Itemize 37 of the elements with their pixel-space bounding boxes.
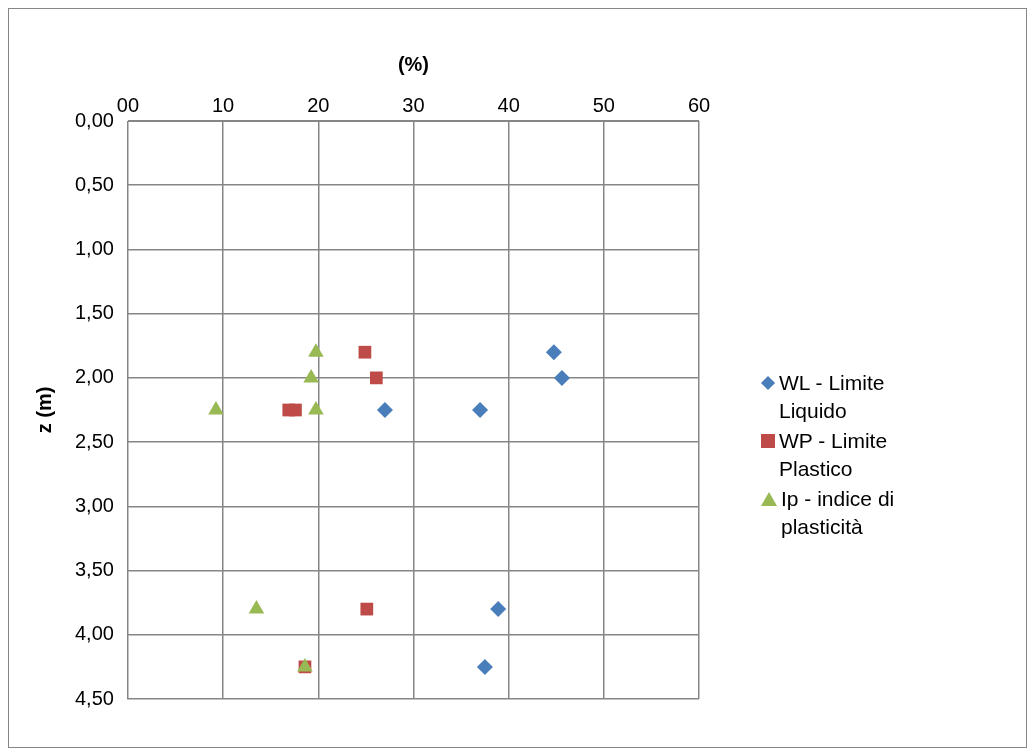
y-tick-label: 3,00 bbox=[74, 493, 114, 516]
point bbox=[545, 344, 562, 361]
y-tick-label: 1,50 bbox=[74, 301, 114, 324]
x-tick-label: 20 bbox=[307, 93, 330, 116]
legend-label: WP - Limite Plastico bbox=[779, 428, 889, 482]
x-tick-label: 00 bbox=[116, 93, 140, 116]
point bbox=[308, 343, 324, 357]
y-tick-label: 3,50 bbox=[74, 558, 114, 581]
x-axis-title: (%) bbox=[397, 52, 430, 75]
y-tick-label: 2,50 bbox=[74, 429, 114, 452]
point bbox=[490, 601, 507, 618]
point bbox=[303, 368, 319, 383]
point bbox=[476, 658, 493, 675]
point bbox=[358, 345, 372, 359]
y-tick-label: 1,00 bbox=[74, 236, 114, 259]
y-tick-label: 4,00 bbox=[74, 622, 114, 645]
point bbox=[308, 401, 324, 415]
y-tick-label: 0,00 bbox=[74, 108, 114, 131]
point bbox=[248, 600, 265, 614]
x-tick-label: 50 bbox=[592, 93, 615, 116]
y-tick-label: 4,50 bbox=[74, 686, 114, 709]
point bbox=[472, 402, 489, 418]
x-tick-label: 10 bbox=[211, 93, 235, 116]
legend-label: Ip - indice di plasticità bbox=[781, 486, 896, 540]
x-tick-label: 30 bbox=[402, 93, 425, 116]
legend-label: WL - Limite Liquido bbox=[779, 370, 886, 424]
point bbox=[369, 371, 383, 385]
x-tick-label: 60 bbox=[687, 93, 711, 116]
y-tick-label: 0,50 bbox=[74, 172, 114, 195]
x-tick-label: 40 bbox=[497, 93, 520, 116]
point bbox=[553, 369, 570, 386]
point bbox=[376, 402, 393, 418]
y-tick-label: 2,00 bbox=[74, 365, 114, 388]
point bbox=[289, 403, 302, 417]
y-axis-title: z (m) bbox=[32, 386, 55, 434]
point bbox=[360, 602, 374, 616]
point bbox=[208, 401, 224, 415]
